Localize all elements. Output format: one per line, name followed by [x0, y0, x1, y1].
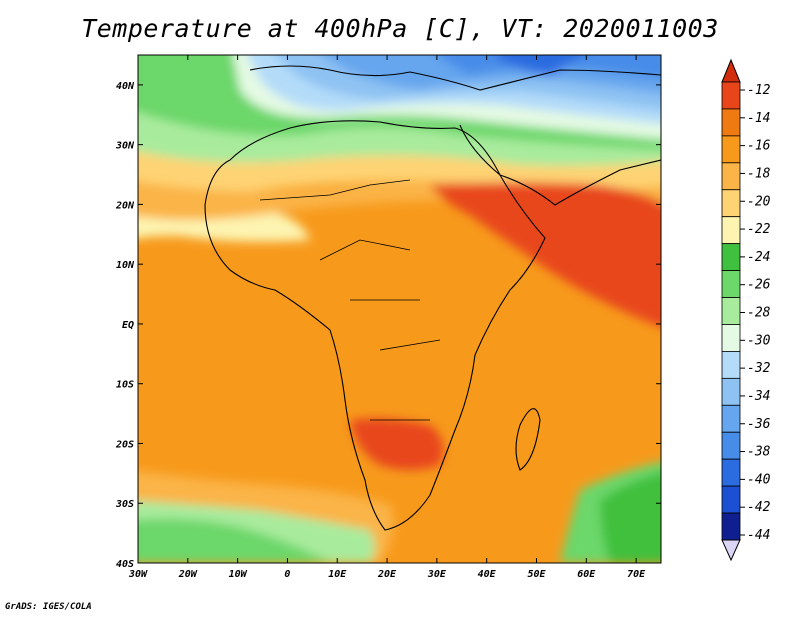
latitude-axis: 40N 30N 20N 10N EQ 10S 20S 30S 40S: [115, 81, 661, 570]
lat-tick-label: 10S: [116, 380, 134, 391]
lat-tick-label: 40S: [116, 559, 134, 570]
chart-title: Temperature at 400hPa [C], VT: 202001100…: [81, 14, 719, 43]
colorbar: -12 -14 -16 -18 -20 -22 -24 -26 -28 -30 -32 -34 -36 -…: [721, 58, 771, 562]
temperature-field: [138, 55, 661, 563]
colorbar-swatch: [721, 404, 741, 433]
lon-tick-label: 20W: [178, 569, 198, 580]
europe-coast: [249, 65, 661, 91]
colorbar-label: -30: [747, 333, 771, 348]
colorbar-swatch: [721, 81, 741, 110]
colorbar-under-triangle: [721, 539, 741, 562]
colorbar-swatch: [721, 431, 741, 460]
field-band-mid-blue: [437, 55, 661, 79]
colorbar-label: -36: [747, 417, 771, 432]
colorbar-label: -44: [747, 528, 770, 543]
madagascar-outline: [515, 408, 541, 471]
field-band-deep-blue: [497, 55, 583, 75]
colorbar-swatch: [721, 351, 741, 379]
colorbar-label: -40: [747, 472, 771, 487]
field-band-southeast-dark-green: [600, 472, 661, 563]
colorbar-swatch: [721, 108, 741, 137]
lon-tick-label: 40E: [478, 569, 497, 580]
colorbar-label: -34: [747, 389, 770, 404]
colorbar-swatch: [721, 189, 741, 218]
field-band-red-east: [430, 182, 661, 327]
lon-tick-label: 50E: [527, 569, 546, 580]
lon-tick-label: 60E: [577, 569, 596, 580]
colorbar-label: -26: [747, 278, 771, 293]
lon-tick-label: 20E: [377, 569, 397, 580]
plot-frame: [137, 54, 662, 564]
colorbar-swatch: [721, 458, 741, 487]
lon-tick-label: 70E: [627, 569, 646, 580]
lat-tick-label: 20N: [115, 200, 135, 211]
credit-text: GrADS: IGES/COLA: [5, 602, 92, 612]
lon-tick-label: 10W: [229, 569, 248, 580]
colorbar-label: -22: [747, 222, 771, 237]
colorbar-swatch: [721, 512, 741, 541]
arabia-coast: [459, 124, 661, 206]
colorbar-swatch: [721, 377, 741, 406]
longitude-axis: 30W 20W 10W 0 10E 20E 30E 40E 50E 60E 70E: [128, 55, 646, 580]
colorbar-label: -28: [747, 306, 771, 321]
colorbar-swatch: [721, 297, 741, 325]
colorbar-swatch: [721, 243, 741, 271]
colorbar-swatch: [721, 162, 741, 191]
lat-tick-label: 10N: [116, 260, 135, 271]
colorbar-label: -24: [747, 250, 770, 265]
colorbar-label: -32: [747, 361, 771, 376]
colorbar-label: -42: [747, 500, 771, 515]
lat-tick-label: 30N: [115, 141, 135, 152]
lon-tick-label: 30W: [128, 569, 148, 580]
lon-tick-label: 10E: [328, 569, 347, 580]
colorbar-swatch: [721, 485, 741, 514]
lon-tick-label: 0: [284, 569, 290, 580]
lat-tick-label: EQ: [122, 320, 134, 331]
africa-outline: [204, 120, 546, 531]
field-band-red-south: [350, 418, 444, 470]
colorbar-swatch: [721, 216, 741, 245]
lat-tick-label: 20S: [115, 439, 134, 450]
country-borders: [259, 179, 441, 421]
colorbar-label: -12: [747, 83, 771, 98]
colorbar-over-triangle: [721, 58, 741, 83]
colorbar-label: -16: [747, 139, 771, 154]
lon-tick-label: 30E: [427, 569, 447, 580]
coastlines: [204, 65, 661, 531]
colorbar-swatch: [721, 270, 741, 298]
lat-tick-label: 40N: [116, 81, 135, 92]
colorbar-swatch: [721, 135, 741, 164]
colorbar-label: -20: [747, 194, 771, 209]
colorbar-label: -18: [747, 166, 771, 181]
colorbar-swatch: [721, 324, 741, 352]
field-band-south-green: [138, 518, 330, 563]
colorbar-label: -38: [747, 445, 771, 460]
lat-tick-label: 30S: [115, 499, 134, 510]
colorbar-label: -14: [747, 111, 770, 126]
